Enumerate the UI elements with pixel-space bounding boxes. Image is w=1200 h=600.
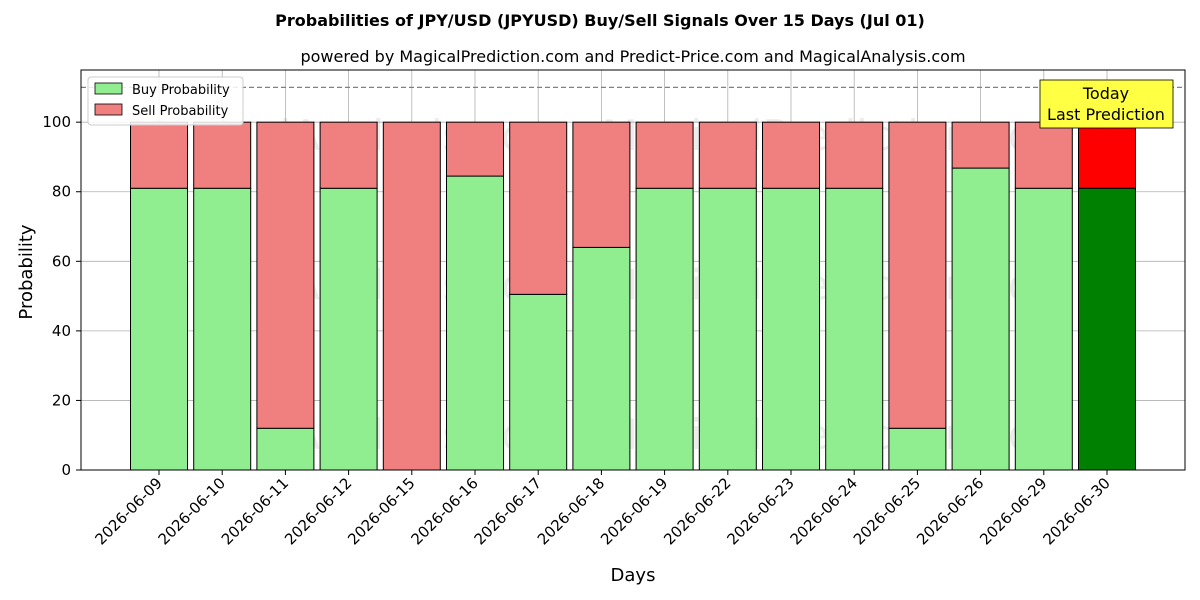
x-tick-label: 2026-06-15 [344,474,418,548]
x-tick-label: 2026-06-16 [407,474,481,548]
x-tick-label: 2026-06-25 [850,474,924,548]
y-tick-label: 80 [52,183,71,201]
y-tick-label: 60 [52,252,71,270]
y-axis: 0 20 40 60 80 100 [42,113,81,479]
sell-bar [193,121,252,189]
chart-title: Probabilities of JPY/USD (JPYUSD) Buy/Se… [275,11,925,30]
sell-bar [951,121,1010,169]
legend-swatch-sell [94,103,123,116]
sell-bar [888,121,947,429]
buy-bar [635,187,694,471]
sell-bar [130,121,188,189]
bars [130,121,1136,471]
x-tick-label: 2026-06-10 [155,474,229,548]
y-tick-label: 20 [52,391,71,409]
chart-subtitle: powered by MagicalPrediction.com and Pre… [300,47,965,66]
x-tick-label: 2026-06-09 [91,474,165,548]
buy-bar [698,187,757,471]
y-tick-label: 100 [42,113,71,131]
x-tick-label: 2026-06-17 [471,474,545,548]
x-tick-label: 2026-06-12 [281,474,355,548]
sell-bar [698,121,757,189]
x-tick-label: 2026-06-19 [597,474,671,548]
buy-bar [951,167,1010,471]
sell-bar [1014,121,1073,189]
buy-bar [762,187,820,471]
x-tick-label: 2026-06-18 [534,474,608,548]
x-axis-label: Days [611,565,656,586]
y-tick-label: 40 [52,322,71,340]
sell-bar [382,121,441,471]
buy-bar [446,175,504,471]
sell-bar [635,121,694,189]
y-tick-label: 0 [61,461,71,479]
plot-area [80,69,1186,471]
sell-bar [1078,121,1136,189]
sell-bar [446,121,504,177]
sell-bar [825,121,884,189]
buy-bar [130,187,188,471]
sell-bar [572,121,631,248]
x-tick-label: 2026-06-26 [913,474,987,548]
buy-bar [319,187,378,471]
buy-bar [193,187,252,471]
legend-swatch-buy [94,82,123,95]
y-axis-label: Probability [16,224,37,319]
buy-bar [572,246,631,471]
sell-bar [256,121,315,429]
x-tick-label: 2026-06-23 [723,474,797,548]
sell-bar [762,121,820,189]
x-tick-label: 2026-06-22 [660,474,734,548]
buy-bar [888,427,947,471]
today-annotation: Today Last Prediction [1039,79,1174,129]
x-tick-label: 2026-06-30 [1039,474,1113,548]
buy-bar [1014,187,1073,471]
x-axis: 2026-06-092026-06-102026-06-112026-06-12… [91,470,1114,548]
buy-bar [825,187,884,471]
x-tick-label: 2026-06-29 [976,474,1050,548]
x-tick-label: 2026-06-11 [218,474,292,548]
x-tick-label: 2026-06-24 [787,474,861,548]
legend: Buy Probability Sell Probability [87,76,244,126]
legend-label-sell: Sell Probability [132,104,229,119]
buy-bar [256,427,315,471]
legend-label-buy: Buy Probability [132,83,230,98]
buy-bar [509,293,568,471]
annotation-line-2: Last Prediction [1047,105,1165,124]
sell-bar [319,121,378,189]
sell-bar [509,121,568,295]
annotation-line-1: Today [1082,84,1129,103]
buy-bar [1078,187,1136,471]
